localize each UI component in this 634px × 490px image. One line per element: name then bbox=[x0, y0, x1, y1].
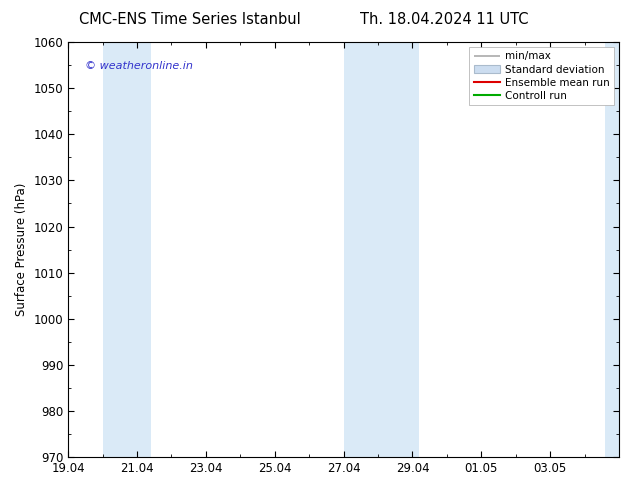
Text: © weatheronline.in: © weatheronline.in bbox=[85, 61, 193, 71]
Text: CMC-ENS Time Series Istanbul: CMC-ENS Time Series Istanbul bbox=[79, 12, 301, 27]
Legend: min/max, Standard deviation, Ensemble mean run, Controll run: min/max, Standard deviation, Ensemble me… bbox=[469, 47, 614, 105]
Bar bbox=[103, 42, 151, 457]
Bar bbox=[605, 42, 619, 457]
Text: Th. 18.04.2024 11 UTC: Th. 18.04.2024 11 UTC bbox=[359, 12, 528, 27]
Bar bbox=[344, 42, 419, 457]
Y-axis label: Surface Pressure (hPa): Surface Pressure (hPa) bbox=[15, 183, 28, 316]
